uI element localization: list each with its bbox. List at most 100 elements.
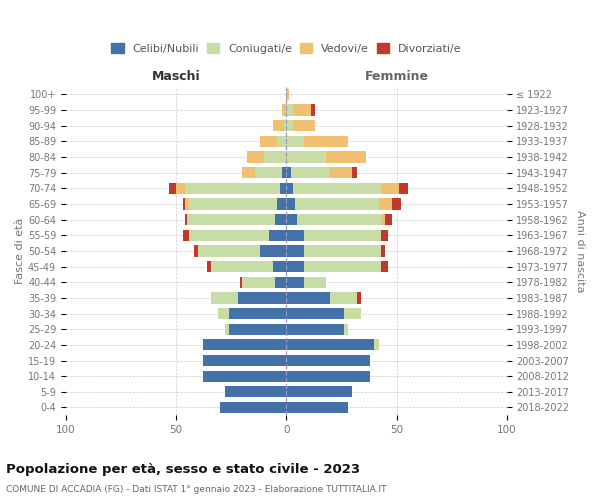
Bar: [286, 292, 331, 304]
Bar: [286, 386, 352, 398]
Bar: [326, 152, 365, 162]
Bar: [392, 198, 401, 209]
Bar: [286, 355, 370, 366]
Bar: [211, 292, 238, 304]
Bar: [304, 276, 326, 288]
Bar: [352, 167, 357, 178]
Bar: [374, 339, 379, 350]
Bar: [304, 136, 348, 147]
Bar: [304, 246, 381, 256]
Bar: [357, 292, 361, 304]
Bar: [275, 276, 286, 288]
Bar: [304, 261, 381, 272]
Bar: [331, 292, 357, 304]
Bar: [282, 167, 286, 178]
Bar: [344, 308, 361, 319]
Bar: [381, 246, 385, 256]
Bar: [185, 182, 280, 194]
Bar: [311, 104, 315, 116]
Bar: [242, 167, 256, 178]
Bar: [399, 182, 407, 194]
Bar: [385, 214, 392, 226]
Bar: [295, 198, 379, 209]
Bar: [220, 402, 286, 413]
Bar: [187, 214, 275, 226]
Bar: [182, 198, 185, 209]
Bar: [286, 152, 326, 162]
Bar: [203, 370, 286, 382]
Bar: [269, 230, 286, 241]
Bar: [242, 276, 275, 288]
Bar: [286, 308, 344, 319]
Y-axis label: Anni di nascita: Anni di nascita: [575, 210, 585, 292]
Bar: [280, 182, 286, 194]
Bar: [286, 89, 289, 100]
Legend: Celibi/Nubili, Coniugati/e, Vedovi/e, Divorziati/e: Celibi/Nubili, Coniugati/e, Vedovi/e, Di…: [109, 41, 463, 56]
Bar: [182, 230, 190, 241]
Bar: [331, 167, 352, 178]
Bar: [260, 246, 286, 256]
Bar: [293, 182, 381, 194]
Text: COMUNE DI ACCADIA (FG) - Dati ISTAT 1° gennaio 2023 - Elaborazione TUTTITALIA.IT: COMUNE DI ACCADIA (FG) - Dati ISTAT 1° g…: [6, 485, 386, 494]
Bar: [194, 246, 198, 256]
Bar: [190, 230, 269, 241]
Bar: [286, 246, 304, 256]
Bar: [379, 198, 392, 209]
Bar: [203, 355, 286, 366]
Bar: [203, 339, 286, 350]
Bar: [381, 261, 388, 272]
Bar: [286, 230, 304, 241]
Bar: [224, 386, 286, 398]
Bar: [198, 246, 260, 256]
Bar: [286, 370, 370, 382]
Bar: [169, 182, 176, 194]
Bar: [190, 198, 277, 209]
Bar: [229, 324, 286, 335]
Bar: [286, 198, 295, 209]
Bar: [286, 167, 291, 178]
Bar: [264, 152, 286, 162]
Bar: [218, 308, 229, 319]
Bar: [381, 214, 385, 226]
Bar: [282, 104, 286, 116]
Text: Maschi: Maschi: [152, 70, 200, 84]
Bar: [298, 214, 381, 226]
Bar: [273, 120, 284, 132]
Bar: [211, 261, 273, 272]
Bar: [229, 308, 286, 319]
Bar: [256, 167, 282, 178]
Bar: [240, 276, 242, 288]
Text: Popolazione per età, sesso e stato civile - 2023: Popolazione per età, sesso e stato civil…: [6, 462, 360, 475]
Bar: [277, 136, 286, 147]
Bar: [247, 152, 264, 162]
Bar: [286, 214, 298, 226]
Bar: [176, 182, 185, 194]
Bar: [286, 276, 304, 288]
Bar: [381, 230, 388, 241]
Bar: [304, 230, 381, 241]
Bar: [185, 198, 190, 209]
Bar: [286, 136, 304, 147]
Bar: [277, 198, 286, 209]
Bar: [286, 104, 293, 116]
Bar: [275, 214, 286, 226]
Y-axis label: Fasce di età: Fasce di età: [15, 218, 25, 284]
Text: Femmine: Femmine: [365, 70, 428, 84]
Bar: [286, 261, 304, 272]
Bar: [185, 214, 187, 226]
Bar: [293, 120, 315, 132]
Bar: [286, 120, 293, 132]
Bar: [260, 136, 277, 147]
Bar: [284, 120, 286, 132]
Bar: [273, 261, 286, 272]
Bar: [293, 104, 311, 116]
Bar: [291, 167, 331, 178]
Bar: [381, 182, 399, 194]
Bar: [344, 324, 348, 335]
Bar: [286, 182, 293, 194]
Bar: [286, 339, 374, 350]
Bar: [207, 261, 211, 272]
Bar: [286, 402, 348, 413]
Bar: [224, 324, 229, 335]
Bar: [238, 292, 286, 304]
